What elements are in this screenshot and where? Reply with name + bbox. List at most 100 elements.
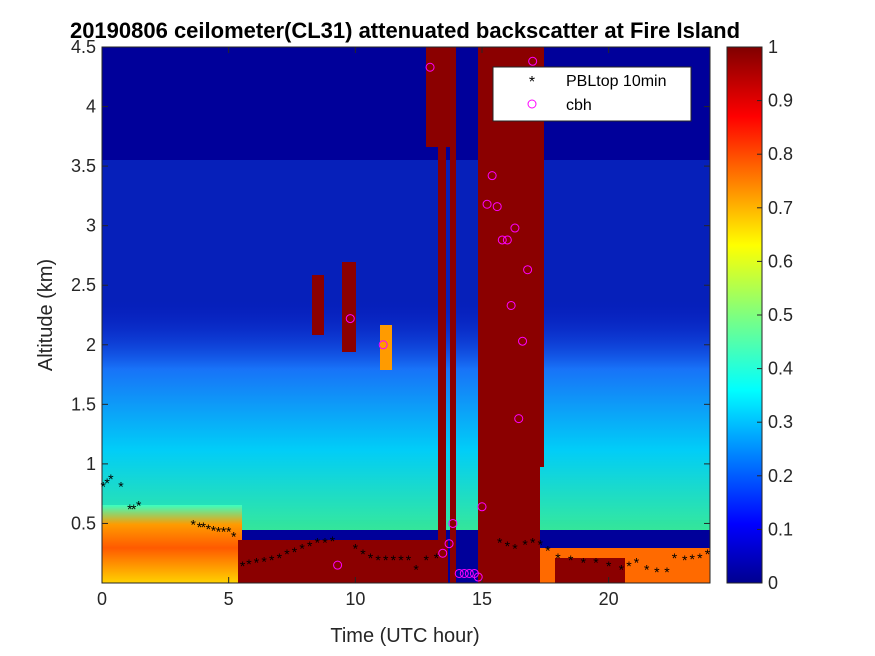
pbltop-point: * [277,550,283,566]
pbltop-point: * [299,540,305,556]
pbltop-point: * [413,562,419,578]
y-tick-label: 0.5 [71,513,96,533]
cbh-point [459,568,469,578]
plot-frame [101,46,711,584]
series-cbh [333,56,538,582]
pbltop-point: * [634,555,640,571]
pbltop-point: * [254,555,260,571]
y-tick-label: 2 [86,335,96,355]
cbh-point [444,539,454,549]
cbh-point [473,572,483,582]
cbh-point [528,56,538,66]
cbh-point [448,518,458,528]
pbltop-point: * [619,562,625,578]
pbltop-point: * [246,556,252,572]
pbltop-point: * [127,501,133,517]
pbltop-point: * [522,537,528,553]
pbltop-point: * [211,522,217,538]
y-axis-label: Altitude (km) [35,259,57,371]
y-axis: 0.5 1 1.5 2 2.5 3 3.5 4 4.5 [71,37,710,533]
pbltop-point: * [353,540,359,556]
pbltop-point: * [626,558,632,574]
colorbar-tick-label: 0.8 [768,144,793,164]
pbltop-point: * [104,475,110,491]
y-tick-label: 3.5 [71,156,96,176]
pbltop-point: * [315,534,321,550]
colorbar-tick-label: 0.6 [768,251,793,271]
colorbar-tick-label: 0.4 [768,359,793,379]
pbltop-point: * [375,552,381,568]
colorbar-tick-label: 0.9 [768,91,793,111]
pbltop-point: * [231,528,237,544]
colorbar [726,46,763,584]
pbltop-point: * [136,497,142,513]
heatmap-cloud-column [450,47,456,583]
pbltop-point: * [108,471,114,487]
heatmap-surface-layer [102,505,242,583]
legend-label-cbh: cbh [566,97,592,114]
cbh-point [518,336,528,346]
cbh-point [510,223,520,233]
pbltop-point: * [497,534,503,550]
cbh-point [333,560,343,570]
colorbar-tick-label: 0.7 [768,198,793,218]
cbh-point [454,568,464,578]
pbltop-point: * [383,552,389,568]
pbltop-point: * [690,551,696,567]
pbltop-point: * [101,478,107,494]
cbh-point [477,502,487,512]
heatmap-cloud-column [478,47,540,583]
pbltop-point: * [216,524,222,540]
heatmap-aerosol-band [102,300,710,530]
pbltop-point: * [568,552,574,568]
cbh-point [492,202,502,212]
cbh-point [482,199,492,209]
legend-marker-pbltop: * [529,74,535,91]
heatmap-cloud-column [438,140,446,580]
x-tick-label: 0 [97,589,107,609]
y-tick-label: 2.5 [71,275,96,295]
colorbar-tick-label: 0.3 [768,412,793,432]
x-tick-label: 15 [472,589,492,609]
pbltop-point: * [705,546,711,562]
pbltop-point: * [505,538,511,554]
colorbar-axis: 0 0.1 0.2 0.3 0.4 0.5 0.6 0.7 0.8 0.9 1 [757,37,793,593]
pbltop-point: * [664,564,670,580]
heatmap-cloud-column [312,275,324,335]
legend-label-pbltop: PBLtop 10min [566,73,667,90]
pbltop-point: * [530,534,536,550]
colorbar-tick-label: 0.2 [768,466,793,486]
pbltop-point: * [226,524,232,540]
pbltop-point: * [644,562,650,578]
pbltop-point: * [424,552,430,568]
pbltop-point: * [284,546,290,562]
cbh-point [378,340,388,350]
heatmap-cloud-column [342,262,356,352]
pbltop-point: * [261,553,267,569]
cbh-point [514,414,524,424]
pbltop-point: * [368,550,374,566]
legend-box [492,66,692,122]
heatmap-cloud-column [426,47,450,147]
x-axis-label: Time (UTC hour) [330,625,479,647]
pbltop-point: * [391,552,397,568]
pbltop-point: * [434,550,440,566]
pbltop-point: * [307,538,313,554]
cbh-point [345,314,355,324]
pbltop-point: * [360,546,366,562]
pbltop-point: * [322,534,328,550]
pbltop-point: * [201,519,207,535]
series-pbltop: *** *** ** ** * * * * * ** * * * * * * * * * * * * * * * * * * * *** *… [101,471,711,580]
colorbar-tick-label: 1 [768,37,778,57]
pbltop-point: * [654,564,660,580]
pbltop-point: * [330,533,336,549]
colorbar-tick-label: 0 [768,573,778,593]
x-axis: 0 5 10 15 20 [97,47,619,609]
pbltop-point: * [682,552,688,568]
pbltop-point: * [269,552,275,568]
cbh-point [497,235,507,245]
pbltop-point: * [538,537,544,553]
cbh-point [438,548,448,558]
pbltop-point: * [697,550,703,566]
